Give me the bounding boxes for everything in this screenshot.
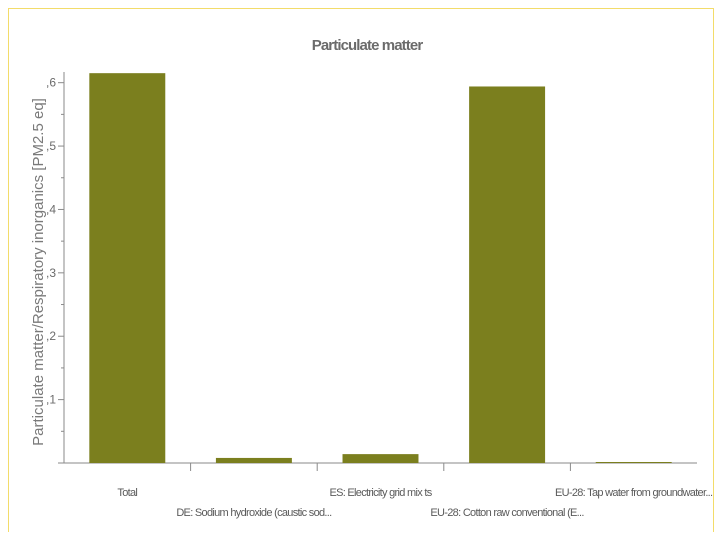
bars	[89, 73, 672, 463]
x-tick-label: Total	[117, 487, 137, 499]
chart-frame	[8, 8, 714, 532]
bar-1	[215, 457, 292, 463]
y-tick-label: ,1	[46, 393, 56, 407]
y-tick-label: ,6	[46, 76, 56, 90]
y-axis: ,1 ,2 ,3 ,4 ,5 ,6	[46, 72, 65, 464]
y-axis-label: Particulate matter/Respiratory inorganic…	[30, 98, 47, 446]
chart-title: Particulate matter	[312, 37, 424, 54]
x-tick-label: EU-28: Tap water from groundwater...	[555, 487, 713, 499]
bar-4	[595, 462, 672, 463]
x-tick-labels: Total DE: Sodium hydroxide (caustic sod..…	[117, 487, 713, 519]
bar-2	[342, 454, 419, 463]
y-tick-label: ,2	[46, 329, 56, 343]
bar-0	[89, 73, 166, 463]
x-axis	[64, 462, 697, 471]
x-tick-label: ES: Electricity grid mix ts	[329, 487, 432, 499]
y-tick-label: ,5	[46, 139, 56, 153]
x-tick-label: DE: Sodium hydroxide (caustic sod...	[176, 507, 332, 519]
y-tick-label: ,3	[46, 266, 56, 280]
y-tick-label: ,4	[46, 202, 56, 216]
x-tick-label: EU-28: Cotton raw conventional (E...	[430, 507, 584, 519]
bar-3	[469, 86, 546, 463]
